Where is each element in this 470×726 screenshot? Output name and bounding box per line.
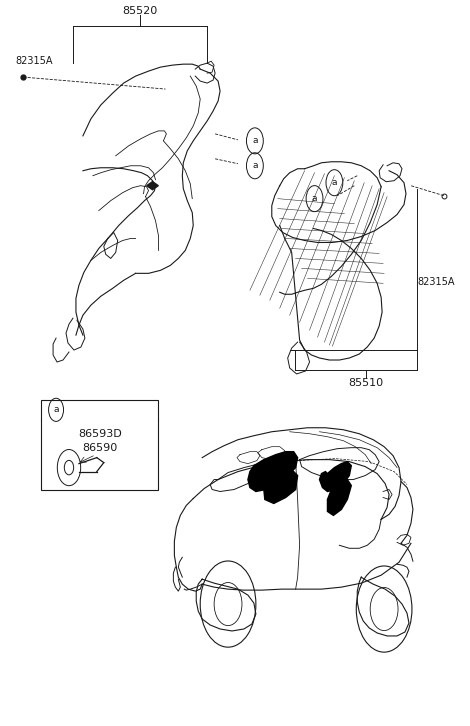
Text: 82315A: 82315A <box>417 277 454 287</box>
Text: 86590: 86590 <box>82 443 118 453</box>
Polygon shape <box>320 462 351 492</box>
Polygon shape <box>248 452 298 492</box>
Bar <box>41 400 158 489</box>
Text: a: a <box>332 178 337 187</box>
Polygon shape <box>328 480 351 515</box>
Polygon shape <box>147 182 158 189</box>
Text: a: a <box>312 194 317 203</box>
Text: a: a <box>252 161 258 171</box>
Text: 82315A: 82315A <box>16 56 53 66</box>
Polygon shape <box>264 470 298 503</box>
Text: a: a <box>53 405 59 415</box>
Text: 85510: 85510 <box>349 378 384 388</box>
Text: a: a <box>252 136 258 145</box>
Text: 86593D: 86593D <box>78 429 122 439</box>
Text: 85520: 85520 <box>122 7 157 17</box>
